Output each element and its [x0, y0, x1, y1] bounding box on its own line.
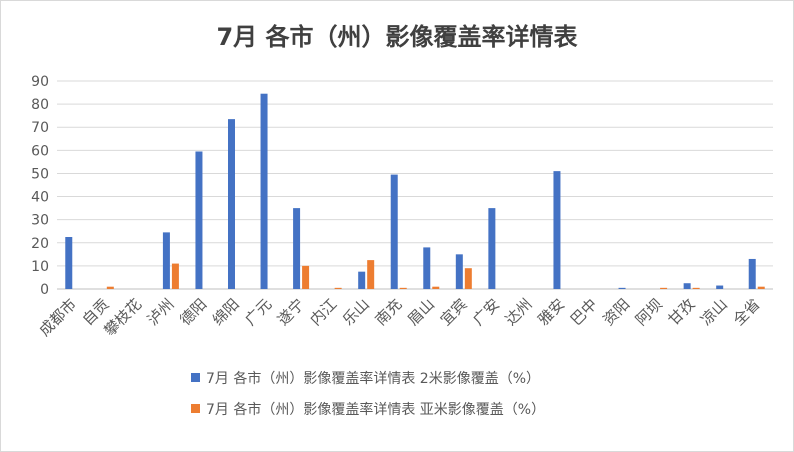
- x-tick-label: 巴中: [567, 295, 601, 329]
- y-tick-label: 60: [31, 143, 49, 159]
- bar-2m: [293, 208, 301, 289]
- legend-label: 7月 各市（州）影像覆盖率详情表 亚米影像覆盖（%）: [206, 401, 545, 418]
- x-tick-label: 达州: [502, 295, 536, 329]
- bar-submeter: [367, 260, 375, 289]
- y-axis: 0 10 20 30 40 50 60 70 80 90: [31, 74, 49, 298]
- bar-2m: [618, 287, 626, 289]
- bar-submeter: [692, 287, 700, 289]
- chart-title: 7月 各市（州）影像覆盖率详情表: [216, 23, 578, 51]
- y-tick-label: 10: [31, 259, 49, 275]
- bar-2m: [553, 171, 561, 289]
- bar-submeter: [106, 286, 114, 289]
- x-tick-label: 遂宁: [274, 295, 308, 329]
- x-tick-label: 资阳: [599, 295, 633, 329]
- legend-label: 7月 各市（州）影像覆盖率详情表 2米影像覆盖（%）: [206, 370, 540, 387]
- bar-submeter: [334, 287, 342, 289]
- bar-submeter: [660, 287, 668, 289]
- bar-2m: [162, 232, 170, 289]
- bar-submeter: [302, 265, 310, 289]
- bar-submeter: [464, 268, 472, 289]
- bar-2m: [488, 208, 496, 289]
- x-tick-label: 阿坝: [632, 295, 666, 329]
- y-tick-label: 50: [31, 166, 49, 182]
- x-tick-label: 绵阳: [209, 295, 243, 329]
- bar-2m: [455, 254, 463, 289]
- bar-2m: [423, 247, 431, 289]
- y-tick-label: 90: [31, 74, 49, 90]
- bar-submeter: [171, 263, 179, 289]
- x-tick-label: 凉山: [697, 295, 731, 329]
- x-tick-label: 全省: [730, 295, 764, 329]
- x-axis: 成都市自贡攀枝花泸州德阳绵阳广元遂宁内江乐山南充眉山宜宾广安达州雅安巴中资阳阿坝…: [36, 295, 764, 340]
- bar-submeter: [432, 286, 440, 289]
- x-tick-label: 南充: [372, 295, 406, 329]
- y-tick-label: 0: [40, 282, 49, 298]
- bar-submeter: [757, 286, 765, 289]
- x-tick-label: 乐山: [339, 295, 373, 329]
- x-tick-label: 德阳: [176, 295, 210, 329]
- bar-2m: [748, 258, 756, 289]
- bar-submeter: [399, 287, 407, 289]
- x-tick-label: 广元: [241, 295, 275, 329]
- legend-swatch-submeter: [191, 404, 200, 413]
- legend-swatch-2m: [191, 373, 200, 382]
- x-tick-label: 广安: [469, 295, 503, 329]
- bar-2m: [65, 237, 73, 289]
- bar-2m: [228, 119, 235, 289]
- y-tick-label: 30: [31, 213, 49, 229]
- bar-2m: [390, 174, 398, 289]
- x-tick-label: 成都市: [36, 295, 81, 340]
- legend: 7月 各市（州）影像覆盖率详情表 2米影像覆盖（%） 7月 各市（州）影像覆盖率详…: [191, 370, 545, 418]
- bar-2m: [683, 283, 691, 289]
- y-tick-label: 80: [31, 97, 49, 113]
- bars: [65, 93, 765, 289]
- x-tick-label: 甘孜: [665, 295, 699, 329]
- x-tick-label: 攀枝花: [101, 295, 146, 340]
- y-tick-label: 40: [31, 190, 49, 206]
- x-tick-label: 泸州: [144, 295, 178, 329]
- y-tick-label: 20: [31, 236, 49, 252]
- bar-2m: [358, 271, 366, 289]
- y-tick-label: 70: [31, 120, 49, 136]
- bar-2m: [716, 285, 724, 289]
- bar-2m: [260, 93, 268, 289]
- bar-2m: [195, 151, 203, 289]
- x-tick-label: 眉山: [404, 295, 438, 329]
- x-tick-label: 内江: [307, 295, 341, 329]
- x-tick-label: 雅安: [534, 295, 568, 329]
- x-tick-label: 宜宾: [437, 295, 471, 329]
